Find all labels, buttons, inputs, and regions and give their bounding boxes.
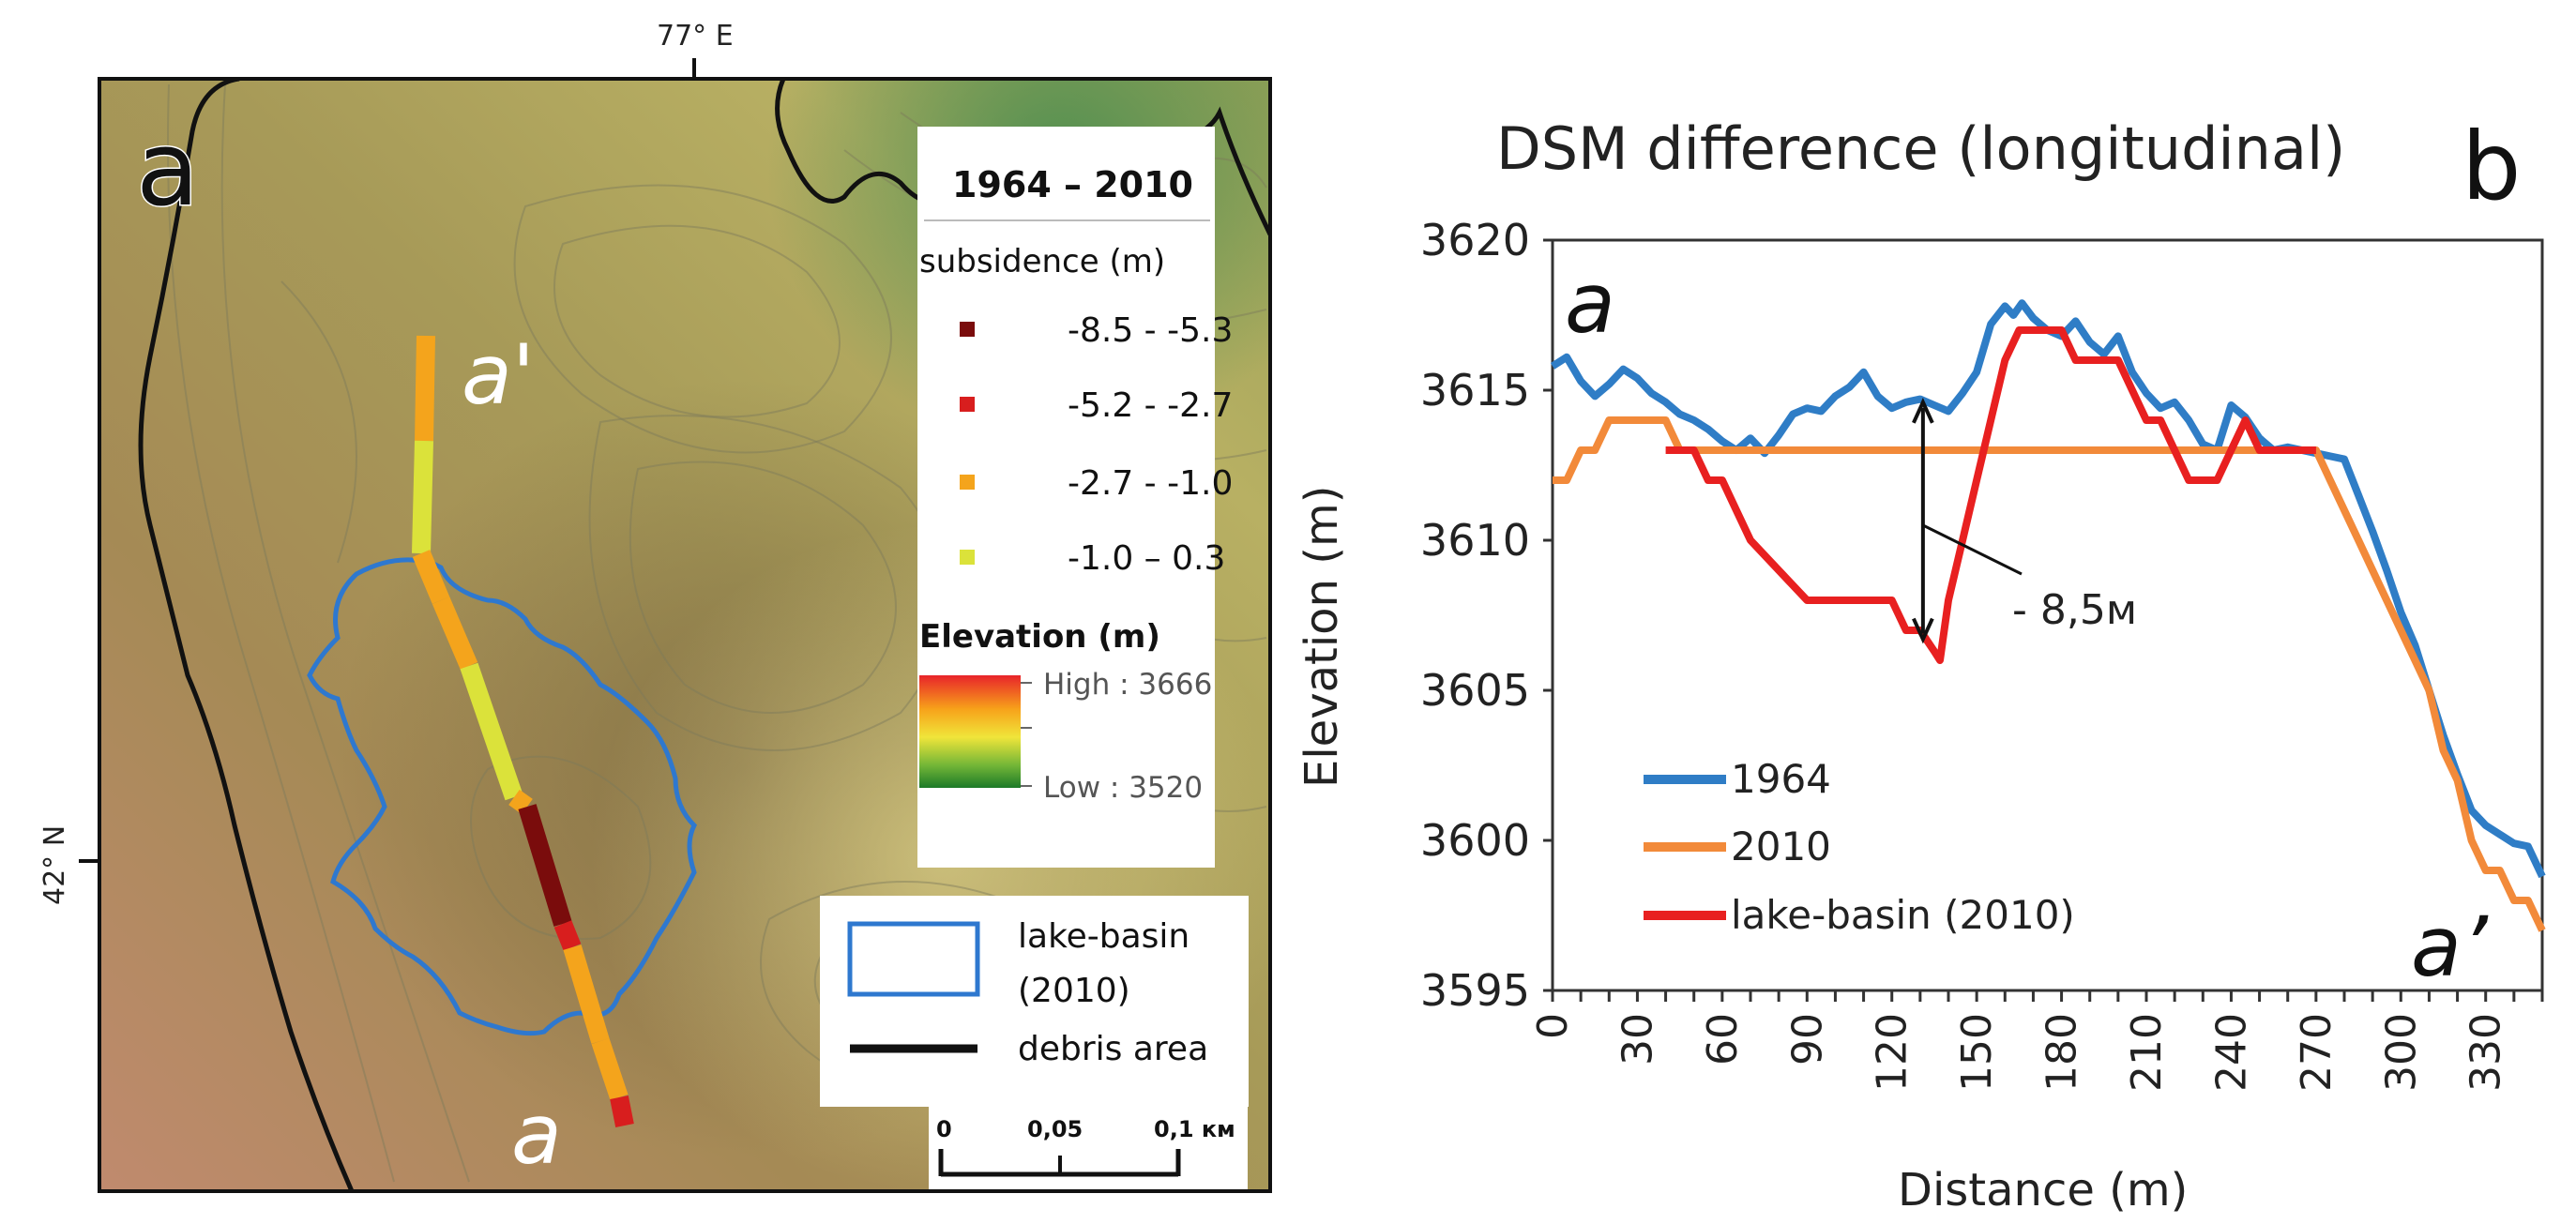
y-tick-label: 3600 — [1420, 815, 1530, 866]
legend-class-1-label: -8.5 - -5.3 — [1068, 311, 1233, 350]
scale-tick-1: 0,05 — [1027, 1116, 1083, 1142]
legend-elevation-title: Elevation (m) — [919, 618, 1160, 656]
x-tick-label: 150 — [1953, 1013, 2001, 1092]
legend-subsidence: 1964 – 2010 subsidence (m) -8.5 - -5.3 -… — [917, 127, 1233, 868]
y-tick-label: 3615 — [1420, 365, 1530, 416]
subsidence-profile-line — [412, 335, 634, 1127]
plot-area — [1551, 238, 2544, 992]
y-tick-label: 3610 — [1420, 515, 1530, 566]
x-tick-label: 330 — [2462, 1013, 2510, 1092]
x-axis-ticks: 0 30 60 90 120 150 180 210 240 270 300 330 — [1529, 990, 2544, 1092]
series-line-1964 — [1550, 299, 2546, 879]
x-tick-label: 60 — [1699, 1013, 1747, 1065]
legend-basin-label-1: lake-basin — [1018, 917, 1190, 956]
chart-title: DSM difference (longitudinal) — [1496, 114, 2345, 183]
chart-legend: 1964 2010 lake-basin (2010) — [1644, 756, 2075, 938]
legend-entry-label: lake-basin (2010) — [1731, 892, 2075, 938]
scale-tick-0: 0 — [936, 1116, 952, 1142]
legend-entry-label: 2010 — [1731, 824, 1831, 869]
longitude-label: 77° E — [657, 20, 734, 53]
legend-debris-label: debris area — [1018, 1030, 1208, 1068]
x-tick-label: 300 — [2377, 1013, 2425, 1092]
x-tick-label: 120 — [1869, 1013, 1917, 1092]
x-tick-label: 180 — [2038, 1013, 2086, 1092]
legend-class-4-label: -1.0 – 0.3 — [1068, 539, 1225, 578]
legend-elevation-high: High : 3666 — [1043, 668, 1212, 702]
legend-features: lake-basin (2010) debris area — [820, 896, 1249, 1107]
annotation-label: - 8,5м — [2012, 586, 2137, 634]
annotation-arrow-head-bottom — [1912, 617, 1934, 644]
x-tick-label: 90 — [1783, 1013, 1831, 1065]
legend-entry-label: 1964 — [1731, 756, 1831, 802]
legend-swatch-class-3 — [960, 475, 975, 490]
legend-basin-label-2: (2010) — [1018, 972, 1130, 1010]
series-line-lake-basin-2010- — [1665, 326, 2316, 664]
legend-swatch-class-1 — [960, 322, 975, 337]
legend-swatch-class-2 — [960, 397, 975, 412]
y-tick-label: 3595 — [1420, 965, 1530, 1016]
map-panel: a a' a 1964 – 2010 subsidence (m) -8.5 -… — [38, 20, 1272, 1193]
y-tick-label: 3620 — [1420, 215, 1530, 265]
profile-start-label: a — [511, 1086, 562, 1183]
x-tick-label: 30 — [1614, 1013, 1661, 1065]
legend-period-title: 1964 – 2010 — [952, 164, 1193, 205]
legend-class-3-label: -2.7 - -1.0 — [1068, 464, 1233, 503]
lake-basin-outline — [307, 557, 698, 1036]
x-axis-label: Distance (m) — [1898, 1164, 2188, 1216]
legend-class-2-label: -5.2 - -2.7 — [1068, 386, 1233, 425]
elevation-profile-chart: DSM difference (longitudinal) b 0 30 60 90 1… — [1296, 112, 2546, 1216]
panel-b-label: b — [2462, 112, 2521, 221]
legend-elevation-ramp — [919, 675, 1021, 788]
debris-area-boundary — [138, 79, 355, 1191]
y-axis-label: Elevation (m) — [1296, 486, 1348, 788]
x-tick-label: 210 — [2123, 1013, 2171, 1092]
x-tick-label: 240 — [2207, 1013, 2255, 1092]
profile-end-marker: a’ — [2411, 899, 2489, 995]
legend-swatch-class-4 — [960, 550, 975, 565]
profile-end-label: a' — [462, 326, 535, 423]
latitude-label: 42° N — [38, 825, 71, 905]
x-tick-label: 0 — [1529, 1013, 1577, 1039]
x-tick-label: 270 — [2293, 1013, 2341, 1092]
scale-bar: 0 0,05 0,1 км — [929, 1107, 1248, 1191]
y-axis-ticks: 3595 3600 3605 3610 3615 3620 — [1420, 215, 1553, 1016]
profile-start-marker: a — [1565, 255, 1615, 352]
legend-basin-swatch — [847, 921, 980, 997]
legend-elevation-low: Low : 3520 — [1043, 771, 1203, 805]
series-line-2010 — [1553, 416, 2546, 932]
annotation-leader-line — [1922, 523, 2023, 576]
legend-subsidence-title: subsidence (m) — [919, 243, 1165, 280]
subsidence-annotation — [1912, 397, 2023, 644]
annotation-arrow-head-top — [1912, 397, 1934, 424]
scale-tick-2: 0,1 км — [1154, 1116, 1235, 1142]
y-tick-label: 3605 — [1420, 665, 1530, 716]
panel-a-label: a — [136, 109, 199, 229]
